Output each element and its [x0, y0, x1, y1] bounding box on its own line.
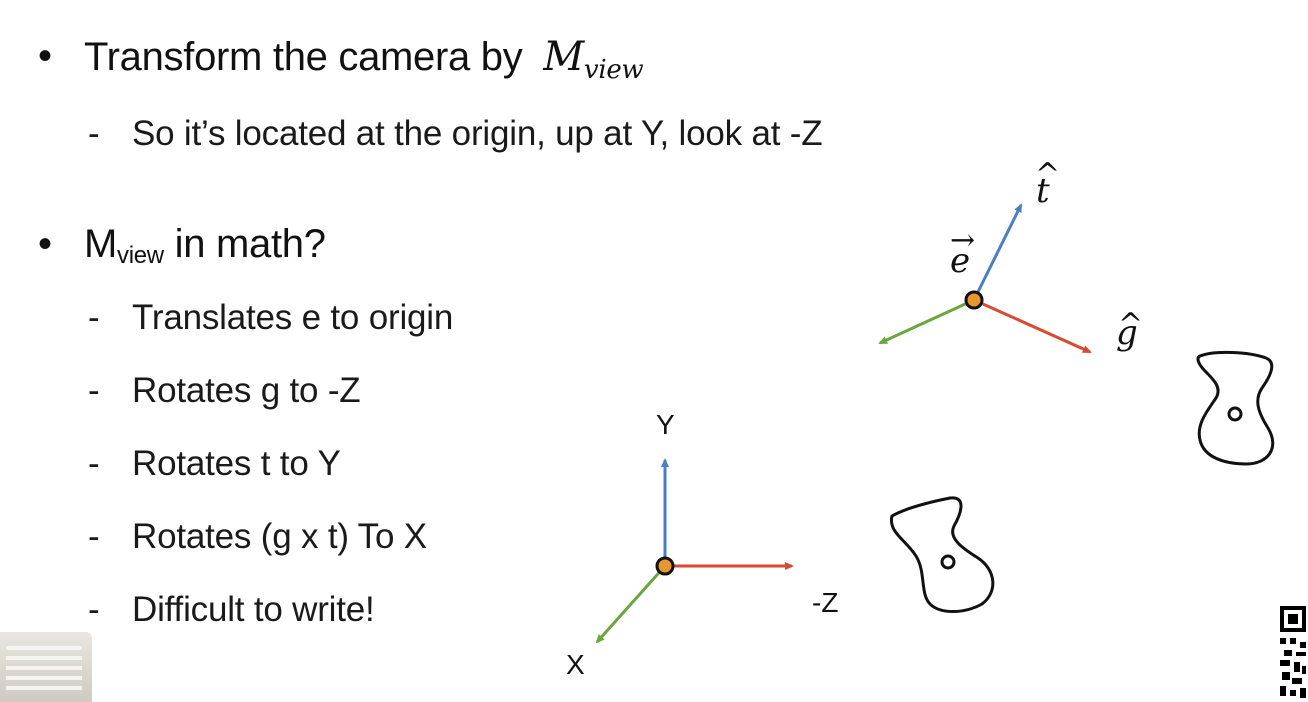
dash-glyph: -: [88, 517, 100, 556]
bullet-2-main: M: [84, 222, 118, 266]
dash-glyph: -: [88, 590, 100, 629]
sub-item-difficult: - Difficult to write!: [88, 590, 375, 630]
label-t-hat: ^: [1035, 157, 1060, 192]
sub-item-located: - So it’s located at the origin, up at Y…: [88, 114, 823, 154]
bullet-dot: •: [38, 34, 52, 78]
camera-up-vector: [972, 203, 1023, 301]
sub-item-rotates-g: - Rotates g to -Z: [88, 371, 361, 411]
dash-glyph: -: [88, 371, 100, 410]
object-outline: [1196, 350, 1275, 466]
label-e-arrow: →: [950, 223, 975, 258]
dash-glyph: -: [88, 444, 100, 483]
scene-object-near-camera: [1196, 350, 1275, 466]
bullet-1-text: Transform the camera by: [84, 35, 523, 79]
label-t: t: [1036, 171, 1050, 211]
camera-gaze-vector: [973, 298, 1092, 354]
mview-formula: Mview: [543, 34, 643, 85]
sub-item-rotates-t: - Rotates t to Y: [88, 444, 341, 484]
dash-glyph: -: [88, 298, 100, 337]
bullet-transform-camera: • Transform the camera by Mview: [38, 34, 644, 85]
world-origin-point: [655, 556, 675, 576]
bullet-2-rest: in math?: [163, 222, 326, 266]
sub-item-text: Difficult to write!: [132, 590, 375, 629]
world-x-axis: [595, 564, 667, 644]
world-x-label: X: [566, 649, 585, 680]
label-e: e: [950, 241, 970, 281]
mview-formula-sub: view: [583, 55, 644, 85]
world-frame: Y -Z X: [566, 409, 838, 680]
sub-item-translates: - Translates e to origin: [88, 298, 454, 338]
camera-side-vector: [878, 298, 975, 345]
camera-frame: e → t ^ g ^: [878, 157, 1143, 354]
object-hole: [1227, 406, 1243, 422]
bullet-dot: •: [38, 222, 52, 266]
label-g-hat: ^: [1118, 307, 1143, 342]
sub-item-rotates-gxt: - Rotates (g x t) To X: [88, 517, 427, 557]
sub-item-text: Rotates (g x t) To X: [132, 517, 427, 556]
camera-origin-point: [964, 290, 984, 310]
object-hole: [940, 554, 956, 570]
sub-item-text: Translates e to origin: [132, 298, 454, 337]
sub-item-text: Rotates t to Y: [132, 444, 341, 483]
object-outline: [889, 496, 995, 613]
qr-code: [1278, 604, 1308, 702]
video-thumbnail: [0, 632, 92, 702]
sub-item-located-text: So it’s located at the origin, up at Y, …: [132, 114, 823, 153]
bullet-2-sub: view: [117, 242, 164, 269]
mview-formula-main: M: [543, 34, 584, 80]
bullet-mview-in-math: • Mview in math?: [38, 222, 326, 270]
world-y-label: Y: [656, 409, 675, 440]
world-negz-label: -Z: [812, 587, 838, 618]
label-g: g: [1116, 313, 1138, 353]
dash-glyph: -: [88, 114, 100, 153]
scene-object-near-world: [889, 496, 995, 613]
sub-item-text: Rotates g to -Z: [132, 371, 361, 410]
